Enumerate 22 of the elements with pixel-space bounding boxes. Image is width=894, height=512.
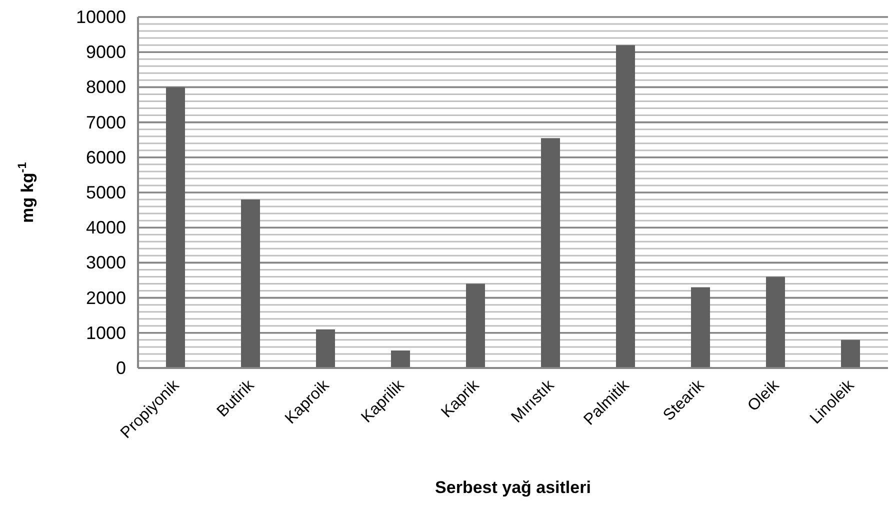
x-axis-title: Serbest yağ asitleri [435, 478, 591, 497]
y-tick-label: 5000 [86, 182, 126, 202]
bar [616, 45, 635, 368]
y-tick-label: 1000 [86, 322, 126, 343]
bar [841, 340, 860, 368]
y-tick-label: 9000 [86, 42, 126, 62]
y-tick-label: 6000 [86, 147, 126, 168]
y-tick-label: 10000 [76, 7, 126, 27]
bar [691, 287, 710, 368]
bar [541, 138, 560, 368]
y-tick-label: 0 [116, 358, 126, 378]
bar [316, 329, 335, 368]
bar [166, 87, 185, 368]
y-tick-label: 4000 [86, 218, 126, 238]
y-tick-label: 2000 [86, 288, 126, 308]
bar [766, 276, 785, 368]
y-tick-label: 8000 [86, 77, 126, 98]
bar [466, 284, 485, 368]
y-tick-label: 3000 [86, 252, 126, 273]
bar [391, 350, 410, 368]
y-tick-label: 7000 [86, 112, 126, 132]
bar [241, 200, 260, 368]
